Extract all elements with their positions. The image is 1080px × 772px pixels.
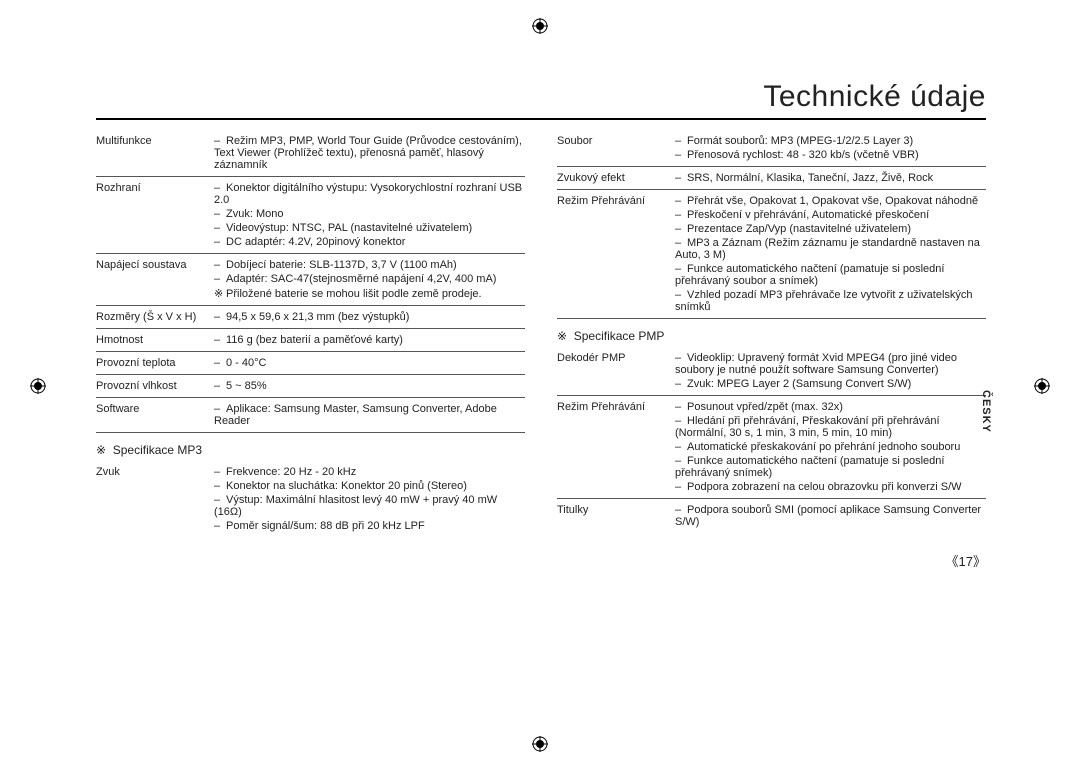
spec-value: –Zvuk: Mono bbox=[214, 207, 525, 221]
spec-value: –Prezentace Zap/Vyp (nastavitelné uživat… bbox=[675, 222, 986, 236]
spec-value: –Adaptér: SAC-47(stejnosměrné napájení 4… bbox=[214, 272, 525, 286]
spec-value: –Formát souborů: MP3 (MPEG-1/2/2.5 Layer… bbox=[675, 134, 986, 148]
spec-label: Multifunkce bbox=[96, 134, 214, 172]
spec-value: –Podpora zobrazení na celou obrazovku př… bbox=[675, 480, 986, 494]
spec-label: Rozhraní bbox=[96, 181, 214, 249]
spec-value: –Zvuk: MPEG Layer 2 (Samsung Convert S/W… bbox=[675, 377, 986, 391]
spec-label: Dekodér PMP bbox=[557, 351, 675, 391]
registration-mark-icon bbox=[532, 736, 548, 752]
spec-row: Rozměry (Š x V x H)–94,5 x 59,6 x 21,3 m… bbox=[96, 306, 525, 329]
section-subhead: ※ Specifikace MP3 bbox=[96, 433, 525, 461]
spec-label: Rozměry (Š x V x H) bbox=[96, 310, 214, 324]
spec-label: Zvukový efekt bbox=[557, 171, 675, 185]
spec-value: –Automatické přeskakování po přehrání je… bbox=[675, 440, 986, 454]
spec-value: –Funkce automatického načtení (pamatuje … bbox=[675, 454, 986, 480]
spec-label: Režim Přehrávání bbox=[557, 194, 675, 314]
spec-value: –Videoklip: Upravený formát Xvid MPEG4 (… bbox=[675, 351, 986, 377]
spec-label: Provozní vlhkost bbox=[96, 379, 214, 393]
spec-label: Titulky bbox=[557, 503, 675, 529]
spec-values: –Aplikace: Samsung Master, Samsung Conve… bbox=[214, 402, 525, 428]
spec-row: Soubor–Formát souborů: MP3 (MPEG-1/2/2.5… bbox=[557, 130, 986, 167]
language-tab: ČESKY bbox=[980, 390, 992, 433]
spec-value: –SRS, Normální, Klasika, Taneční, Jazz, … bbox=[675, 171, 986, 185]
spec-note: ※Přiložené baterie se mohou lišit podle … bbox=[214, 286, 525, 301]
registration-mark-icon bbox=[532, 18, 548, 34]
spec-value: –Frekvence: 20 Hz - 20 kHz bbox=[214, 465, 525, 479]
spec-values: –Podpora souborů SMI (pomocí aplikace Sa… bbox=[675, 503, 986, 529]
spec-values: –116 g (bez baterií a paměťové karty) bbox=[214, 333, 525, 347]
spec-value: –5 ~ 85% bbox=[214, 379, 525, 393]
spec-row: Titulky–Podpora souborů SMI (pomocí apli… bbox=[557, 499, 986, 533]
spec-value: –94,5 x 59,6 x 21,3 mm (bez výstupků) bbox=[214, 310, 525, 324]
spec-label: Zvuk bbox=[96, 465, 214, 533]
spec-value: –0 - 40°C bbox=[214, 356, 525, 370]
spec-row: Režim Přehrávání–Posunout vpřed/zpět (ma… bbox=[557, 396, 986, 499]
spec-values: –Frekvence: 20 Hz - 20 kHz–Konektor na s… bbox=[214, 465, 525, 533]
spec-value: –Přeskočení v přehrávání, Automatické př… bbox=[675, 208, 986, 222]
spec-value: –Vzhled pozadí MP3 přehrávače lze vytvoř… bbox=[675, 288, 986, 314]
spec-row: Režim Přehrávání–Přehrát vše, Opakovat 1… bbox=[557, 190, 986, 319]
right-column: Soubor–Formát souborů: MP3 (MPEG-1/2/2.5… bbox=[557, 130, 986, 537]
left-column: Multifunkce–Režim MP3, PMP, World Tour G… bbox=[96, 130, 525, 537]
spec-row: Zvukový efekt–SRS, Normální, Klasika, Ta… bbox=[557, 167, 986, 190]
spec-value: –MP3 a Záznam (Režim záznamu je standard… bbox=[675, 236, 986, 262]
registration-mark-icon bbox=[1034, 378, 1050, 394]
registration-mark-icon bbox=[30, 378, 46, 394]
spec-row: Hmotnost–116 g (bez baterií a paměťové k… bbox=[96, 329, 525, 352]
spec-value: –Podpora souborů SMI (pomocí aplikace Sa… bbox=[675, 503, 986, 529]
spec-label: Napájecí soustava bbox=[96, 258, 214, 301]
spec-value: –DC adaptér: 4.2V, 20pinový konektor bbox=[214, 235, 525, 249]
spec-value: –Výstup: Maximální hlasitost levý 40 mW … bbox=[214, 493, 525, 519]
spec-label: Software bbox=[96, 402, 214, 428]
spec-value: –Hledání při přehrávání, Přeskakování př… bbox=[675, 414, 986, 440]
spec-values: –Videoklip: Upravený formát Xvid MPEG4 (… bbox=[675, 351, 986, 391]
spec-label: Soubor bbox=[557, 134, 675, 162]
spec-value: –Konektor na sluchátka: Konektor 20 pinů… bbox=[214, 479, 525, 493]
spec-values: –Posunout vpřed/zpět (max. 32x)–Hledání … bbox=[675, 400, 986, 494]
spec-value: –Přenosová rychlost: 48 - 320 kb/s (včet… bbox=[675, 148, 986, 162]
spec-values: –Formát souborů: MP3 (MPEG-1/2/2.5 Layer… bbox=[675, 134, 986, 162]
spec-value: –Režim MP3, PMP, World Tour Guide (Průvo… bbox=[214, 134, 525, 172]
spec-values: –Režim MP3, PMP, World Tour Guide (Průvo… bbox=[214, 134, 525, 172]
spec-row: Dekodér PMP–Videoklip: Upravený formát X… bbox=[557, 347, 986, 396]
spec-row: Zvuk–Frekvence: 20 Hz - 20 kHz–Konektor … bbox=[96, 461, 525, 537]
spec-row: Provozní teplota–0 - 40°C bbox=[96, 352, 525, 375]
spec-row: Provozní vlhkost–5 ~ 85% bbox=[96, 375, 525, 398]
section-subhead: ※ Specifikace PMP bbox=[557, 319, 986, 347]
spec-row: Napájecí soustava–Dobíjecí baterie: SLB-… bbox=[96, 254, 525, 306]
spec-row: Rozhraní–Konektor digitálního výstupu: V… bbox=[96, 177, 525, 254]
page: Technické údaje ČESKY Multifunkce–Režim … bbox=[96, 80, 986, 720]
page-title: Technické údaje bbox=[96, 80, 986, 120]
spec-value: –116 g (bez baterií a paměťové karty) bbox=[214, 333, 525, 347]
spec-value: –Videovýstup: NTSC, PAL (nastavitelné už… bbox=[214, 221, 525, 235]
spec-value: –Konektor digitálního výstupu: Vysokoryc… bbox=[214, 181, 525, 207]
spec-value: –Dobíjecí baterie: SLB-1137D, 3,7 V (110… bbox=[214, 258, 525, 272]
spec-value: –Přehrát vše, Opakovat 1, Opakovat vše, … bbox=[675, 194, 986, 208]
spec-value: –Poměr signál/šum: 88 dB při 20 kHz LPF bbox=[214, 519, 525, 533]
spec-values: –Konektor digitálního výstupu: Vysokoryc… bbox=[214, 181, 525, 249]
spec-value: –Aplikace: Samsung Master, Samsung Conve… bbox=[214, 402, 525, 428]
spec-row: Software–Aplikace: Samsung Master, Samsu… bbox=[96, 398, 525, 433]
spec-row: Multifunkce–Režim MP3, PMP, World Tour G… bbox=[96, 130, 525, 177]
spec-values: –0 - 40°C bbox=[214, 356, 525, 370]
spec-values: –Dobíjecí baterie: SLB-1137D, 3,7 V (110… bbox=[214, 258, 525, 301]
spec-label: Provozní teplota bbox=[96, 356, 214, 370]
spec-values: –SRS, Normální, Klasika, Taneční, Jazz, … bbox=[675, 171, 986, 185]
spec-value: –Posunout vpřed/zpět (max. 32x) bbox=[675, 400, 986, 414]
spec-label: Hmotnost bbox=[96, 333, 214, 347]
page-number: 《17》 bbox=[96, 551, 986, 570]
spec-values: –94,5 x 59,6 x 21,3 mm (bez výstupků) bbox=[214, 310, 525, 324]
spec-values: –5 ~ 85% bbox=[214, 379, 525, 393]
spec-values: –Přehrát vše, Opakovat 1, Opakovat vše, … bbox=[675, 194, 986, 314]
spec-value: –Funkce automatického načtení (pamatuje … bbox=[675, 262, 986, 288]
spec-label: Režim Přehrávání bbox=[557, 400, 675, 494]
